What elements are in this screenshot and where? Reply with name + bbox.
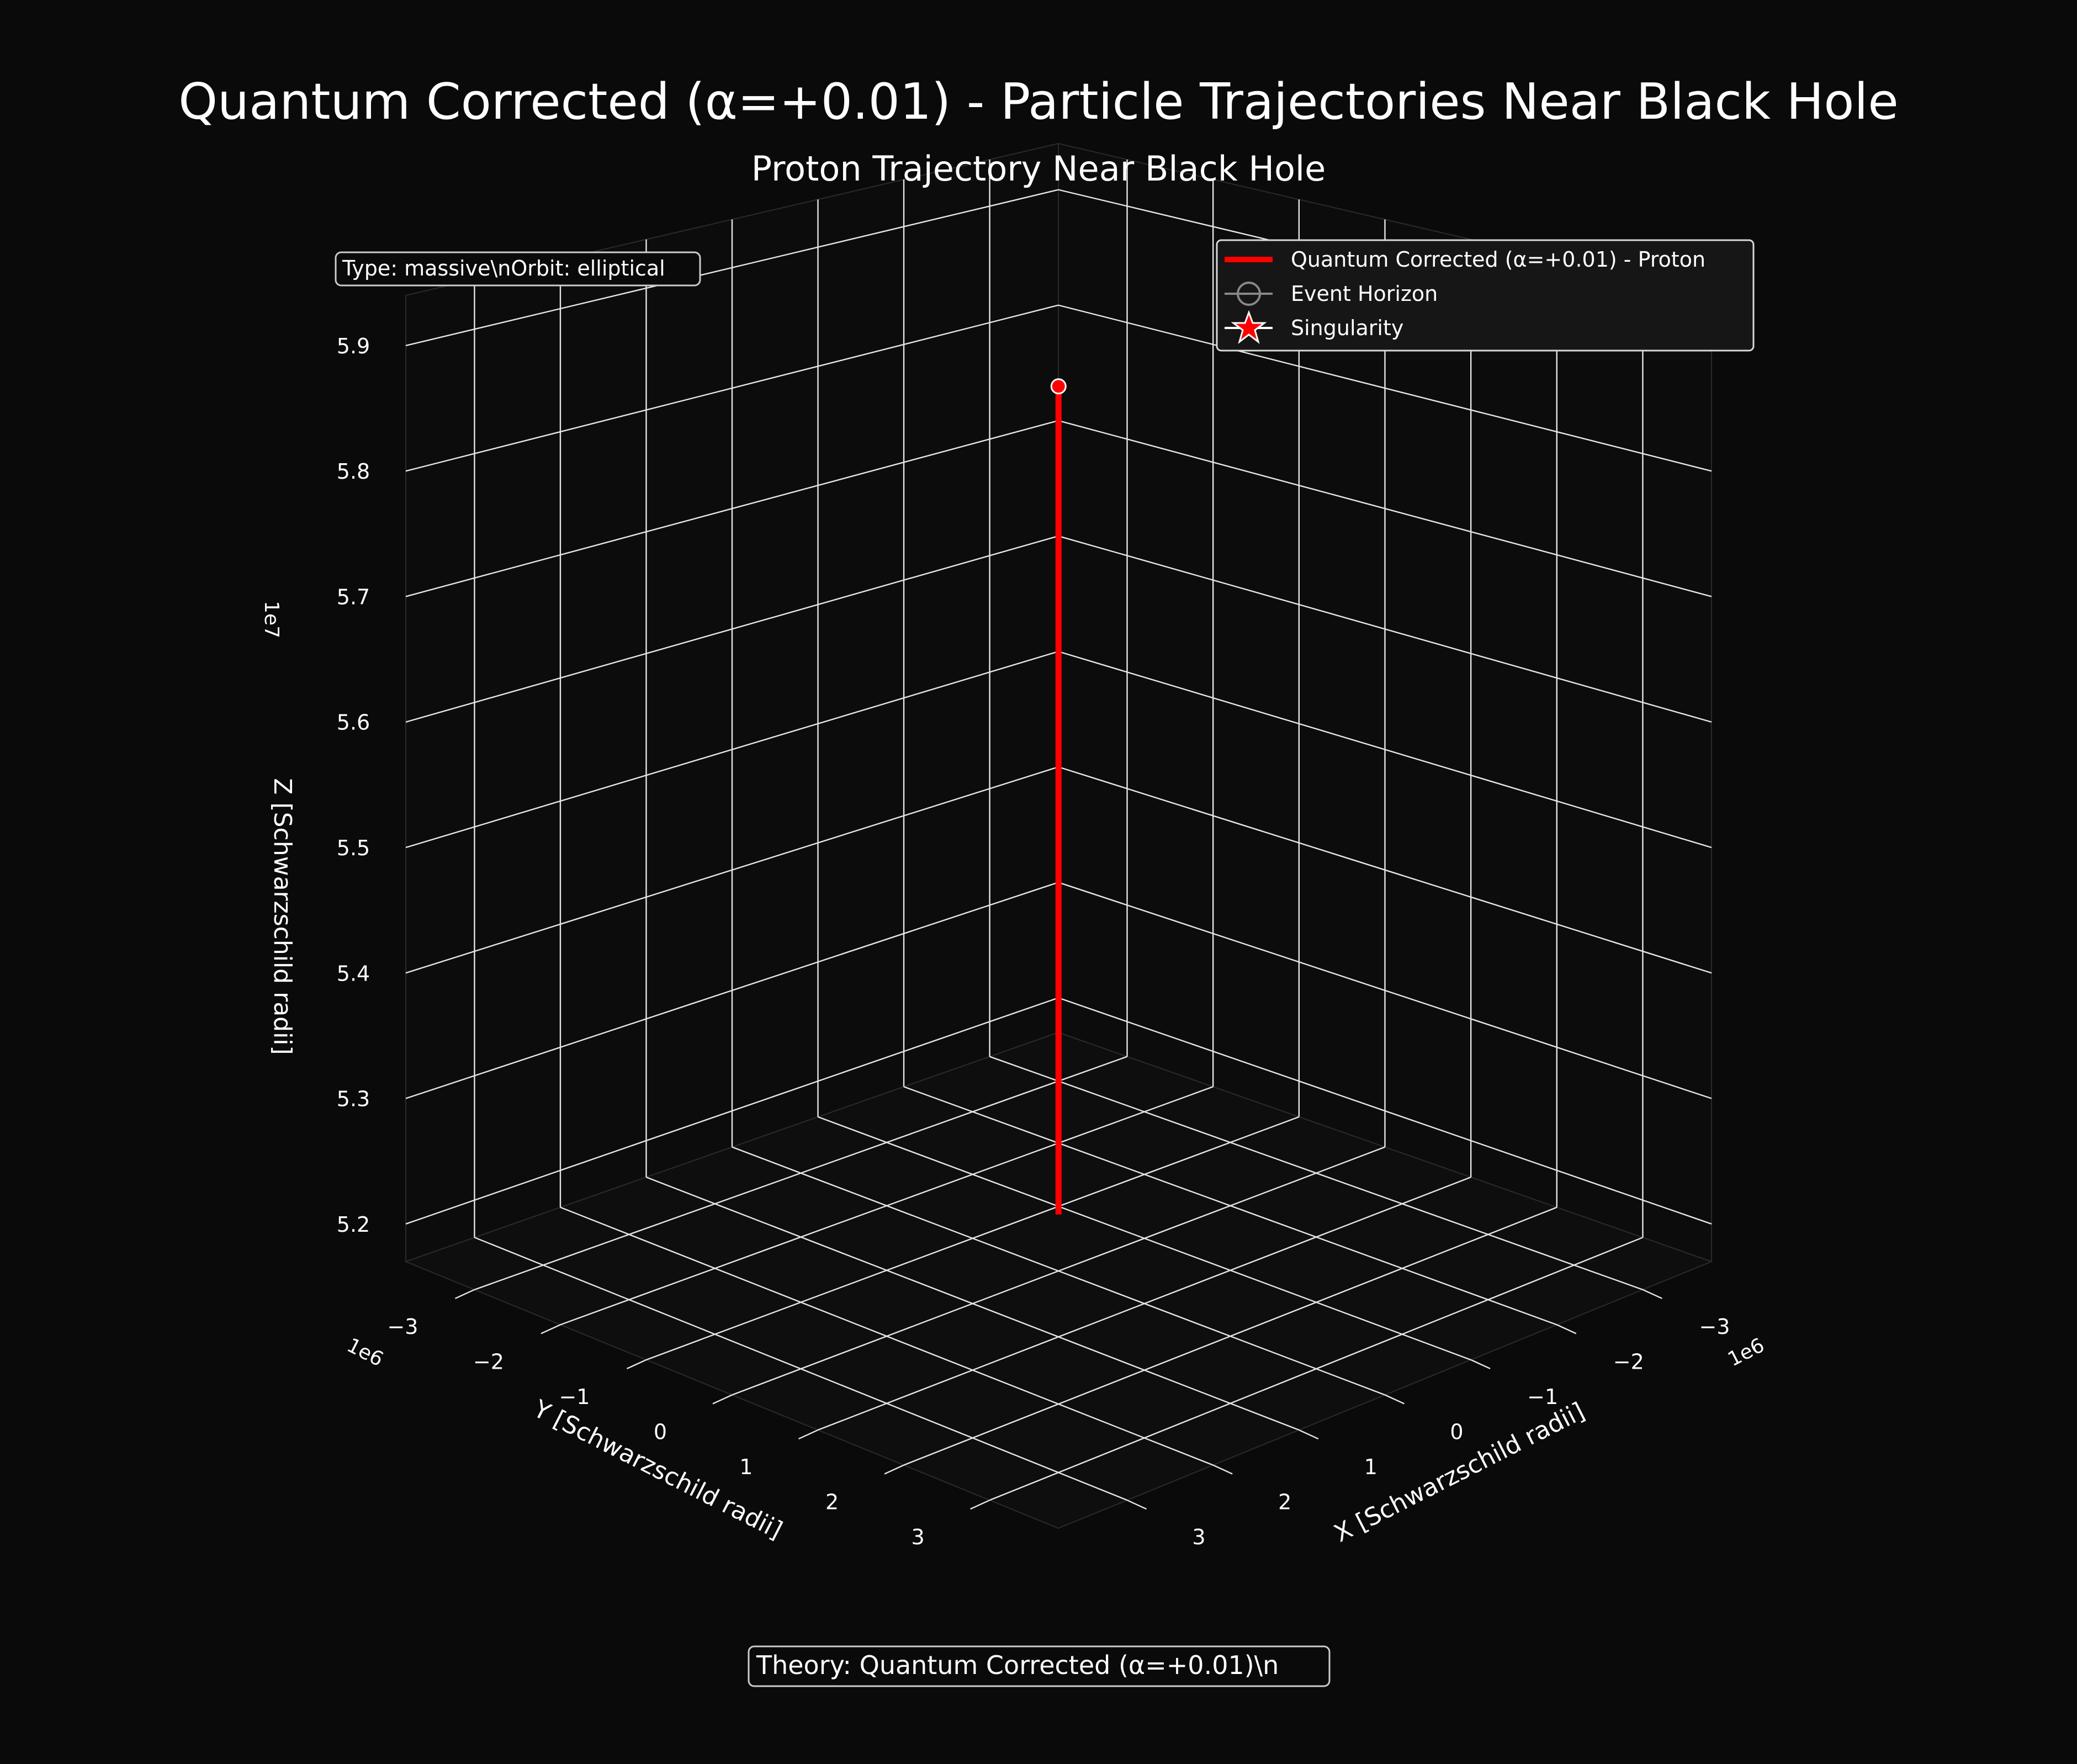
right-wall-grid-z xyxy=(1058,535,1712,723)
left-wall-grid-z xyxy=(405,997,1059,1225)
y-offset-label: 1e6 xyxy=(343,1334,387,1371)
info-box: Type: massive\nOrbit: elliptical xyxy=(335,251,701,287)
left-wall-grid-z xyxy=(405,189,1059,347)
left-wall-grid-z xyxy=(405,304,1059,472)
x-tick-label: 2 xyxy=(1278,1490,1291,1514)
x-tick-mark xyxy=(1127,1500,1147,1510)
floor-grid-y xyxy=(903,1206,1557,1466)
star-icon xyxy=(1231,310,1267,344)
right-wall-grid-z xyxy=(1058,304,1712,472)
y-tick-mark xyxy=(798,1429,819,1440)
y-tick-mark xyxy=(626,1359,647,1370)
left-wall-grid-z xyxy=(405,882,1059,1099)
left-wall-grid-z xyxy=(405,650,1059,849)
tick-labels: −3 −2 −1 0 1 2 3 −3 −2 −1 0 1 2 3 5.2 5.3 5.4 5.5 5.6 5.7 5.… xyxy=(337,334,1730,1549)
x-tick-mark xyxy=(1642,1289,1662,1299)
floor-grid-y xyxy=(646,1116,1300,1361)
y-tick-label: 2 xyxy=(825,1490,839,1514)
floor-grid-y xyxy=(989,1237,1643,1501)
legend-label-horizon: Event Horizon xyxy=(1291,282,1438,306)
legend-label-singularity: Singularity xyxy=(1291,316,1403,340)
theory-box-text: Theory: Quantum Corrected (α=+0.01)\n xyxy=(756,1650,1279,1680)
floor-grid-y xyxy=(732,1146,1385,1396)
x-tick-mark xyxy=(1470,1359,1491,1370)
x-tick-label: 3 xyxy=(1192,1525,1205,1549)
left-wall-grid-z xyxy=(405,766,1059,974)
x-tick-label: 0 xyxy=(1450,1420,1463,1444)
y-tick-label: −1 xyxy=(559,1385,590,1409)
right-wall-grid-z xyxy=(1058,420,1712,597)
y-tick-mark xyxy=(884,1464,904,1475)
z-tick-label: 5.8 xyxy=(337,459,370,484)
x-tick-label: 1 xyxy=(1364,1455,1377,1479)
trajectory-start-marker xyxy=(1050,378,1067,395)
right-wall-grid-z xyxy=(1058,997,1712,1225)
y-tick-label: −2 xyxy=(473,1349,504,1374)
x-tick-mark xyxy=(1299,1429,1319,1440)
legend: Quantum Corrected (α=+0.01) - Proton Eve… xyxy=(1216,239,1755,352)
x-tick-mark xyxy=(1212,1464,1233,1475)
y-tick-mark xyxy=(712,1394,733,1405)
x-tick-label: −3 xyxy=(1699,1315,1730,1339)
chart-subtitle: Proton Trajectory Near Black Hole xyxy=(751,149,1326,189)
floor-grid-y xyxy=(560,1086,1214,1326)
z-tick-label: 5.3 xyxy=(337,1087,370,1111)
grid-lines xyxy=(405,159,1712,1501)
figure-title: Quantum Corrected (α=+0.01) - Particle T… xyxy=(178,73,1899,131)
y-tick-label: −3 xyxy=(387,1315,418,1339)
left-wall-grid-z xyxy=(405,535,1059,723)
legend-label-trajectory: Quantum Corrected (α=+0.01) - Proton xyxy=(1291,247,1705,272)
z-tick-label: 5.6 xyxy=(337,711,370,735)
y-tick-label: 0 xyxy=(654,1420,667,1444)
y-tick-mark xyxy=(454,1289,475,1299)
y-tick-label: 3 xyxy=(911,1525,924,1549)
x-tick-label: −1 xyxy=(1527,1385,1558,1409)
info-box-text: Type: massive\nOrbit: elliptical xyxy=(342,256,665,280)
z-tick-label: 5.2 xyxy=(337,1212,370,1237)
z-tick-label: 5.5 xyxy=(337,836,370,860)
z-tick-label: 5.7 xyxy=(337,585,370,609)
x-offset-label: 1e6 xyxy=(1724,1334,1768,1371)
circle-icon xyxy=(1237,282,1261,306)
x-tick-mark xyxy=(1556,1324,1577,1334)
floor-grid-y xyxy=(818,1176,1471,1431)
right-wall-grid-z xyxy=(1058,650,1712,849)
right-wall-grid-z xyxy=(1058,766,1712,974)
floor-grid-y xyxy=(474,1056,1127,1290)
x-tick-mark xyxy=(1385,1394,1405,1405)
z-tick-label: 5.4 xyxy=(337,961,370,986)
y-tick-mark xyxy=(541,1324,561,1334)
z-offset-label: 1e7 xyxy=(260,601,283,638)
y-tick-label: 1 xyxy=(739,1455,753,1479)
x-tick-label: −2 xyxy=(1613,1349,1644,1374)
right-wall-grid-z xyxy=(1058,882,1712,1099)
trajectory-layer xyxy=(1050,378,1067,1215)
z-axis-label: Z [Schwarzschild radii] xyxy=(268,778,296,1055)
theory-box: Theory: Quantum Corrected (α=+0.01)\n xyxy=(748,1645,1331,1687)
y-tick-mark xyxy=(970,1500,990,1510)
z-tick-label: 5.9 xyxy=(337,334,370,358)
left-wall-grid-z xyxy=(405,420,1059,597)
